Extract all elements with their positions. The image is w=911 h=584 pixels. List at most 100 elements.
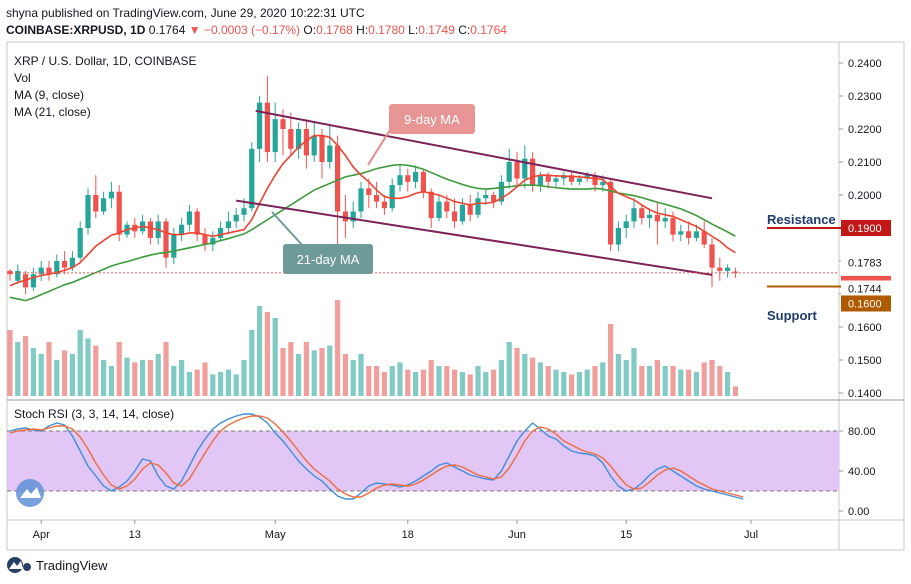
candle-body — [327, 145, 333, 162]
candle-body — [545, 175, 551, 182]
volume-bar — [514, 348, 520, 396]
volume-bar — [38, 354, 44, 396]
candle-body — [686, 231, 692, 238]
candle-body — [725, 267, 731, 271]
candle-body — [608, 181, 614, 245]
time-tick-label: 18 — [402, 529, 414, 541]
candle-body — [569, 175, 575, 182]
channel-lower-line — [236, 199, 713, 276]
volume-bar — [179, 360, 185, 396]
candle-body — [179, 224, 185, 235]
volume-bar — [569, 374, 575, 396]
symbol-label[interactable]: COINBASE:XRPUSD, 1D — [6, 23, 146, 37]
volume-bar — [537, 362, 543, 396]
stoch-tick-label: 40.00 — [848, 466, 876, 478]
resistance-price-badge — [841, 220, 891, 236]
candle-body — [311, 135, 317, 156]
candle-body — [389, 185, 395, 209]
candle-body — [428, 191, 434, 219]
ma9-annotation: 9-day MA — [367, 104, 475, 166]
candle-body — [350, 211, 356, 222]
chart-frame — [6, 41, 905, 551]
volume-bar — [701, 362, 707, 396]
volume-bar — [654, 360, 660, 396]
volume-bar — [389, 366, 395, 396]
candle-body — [452, 211, 458, 222]
volume-bar — [210, 374, 216, 396]
candle-body — [709, 244, 715, 268]
candle-body — [475, 198, 481, 215]
candle-body — [405, 175, 411, 182]
candle-body — [210, 237, 216, 245]
candle-body — [654, 214, 660, 222]
price-tick-label: 0.2300 — [848, 91, 882, 103]
candle-body — [381, 201, 387, 209]
footer-brand[interactable]: TradingView — [6, 556, 108, 574]
volume-bar — [584, 369, 590, 396]
volume-bar — [452, 369, 458, 396]
volume-bar — [561, 372, 567, 396]
volume-bar — [467, 374, 473, 396]
low-label: L: — [408, 23, 419, 37]
support-label: Support — [767, 308, 817, 323]
candle-body — [342, 211, 348, 222]
volume-bar — [483, 372, 489, 396]
candle-body — [732, 271, 738, 273]
volume-bar — [592, 366, 598, 396]
tradingview-logo-icon — [7, 557, 31, 573]
volume-bar — [124, 357, 130, 396]
volume-bar — [506, 342, 512, 396]
candle-body — [358, 188, 364, 212]
candle-body — [647, 214, 653, 219]
candle-body — [257, 102, 263, 149]
volume-bar — [678, 369, 684, 396]
candle-body — [108, 191, 114, 199]
volume-bar — [116, 342, 122, 396]
volume-bar — [46, 342, 52, 396]
volume-bar — [15, 342, 21, 396]
candle-body — [202, 234, 208, 245]
support-price-badge-text: 0.1744 — [848, 283, 882, 295]
volume-bar — [132, 362, 138, 396]
price-tick-label: 0.1400 — [848, 388, 882, 400]
volume-bar — [608, 324, 614, 396]
volume-bar — [155, 354, 161, 396]
volume-bar — [311, 350, 317, 396]
price-tick-label: 0.1600 — [848, 322, 882, 334]
volume-bar — [639, 366, 645, 396]
volume-bar — [358, 354, 364, 396]
ma21-legend: MA (21, close) — [14, 105, 91, 119]
time-tick-label: Jul — [744, 529, 758, 541]
volume-bar — [553, 369, 559, 396]
candle-body — [85, 195, 91, 228]
ma9-legend: MA (9, close) — [14, 88, 84, 102]
candle-body — [631, 208, 637, 222]
stoch-rsi-legend: Stoch RSI (3, 3, 14, 14, close) — [14, 407, 174, 421]
chart-title: XRP / U.S. Dollar, 1D, COINBASE — [14, 54, 197, 68]
time-tick-label: Jun — [508, 529, 526, 541]
candle-body — [467, 204, 473, 215]
volume-bar — [140, 360, 146, 396]
candle-body — [186, 211, 192, 225]
candle-body — [522, 158, 528, 179]
stoch-rsi-band — [7, 431, 839, 491]
volume-bar — [647, 366, 653, 396]
candle-body — [459, 204, 465, 222]
volume-bar — [631, 348, 637, 396]
open-value: 0.1768 — [316, 23, 353, 37]
candle-body — [303, 129, 309, 156]
volume-bar — [413, 372, 419, 396]
volume-bar — [615, 354, 621, 396]
volume-bar — [623, 360, 629, 396]
volume-bar — [717, 366, 723, 396]
candle-body — [592, 175, 598, 186]
volume-bar — [420, 369, 426, 396]
candle-body — [420, 171, 426, 192]
candle-body — [678, 231, 684, 235]
volume-bar — [576, 372, 582, 396]
volume-bar — [693, 372, 699, 396]
candle-body — [662, 218, 668, 222]
volume-bar — [405, 369, 411, 396]
volume-bar — [459, 372, 465, 396]
